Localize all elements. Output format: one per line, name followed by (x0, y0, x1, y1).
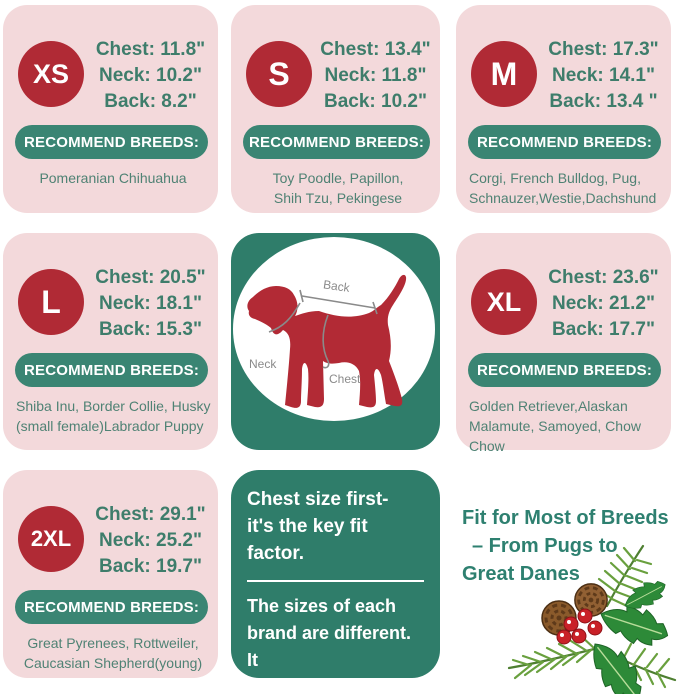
size-badge-l: L (18, 269, 84, 335)
back-measurement: Back: 10.2" (323, 91, 427, 112)
recommend-breeds-pill: RECOMMEND BREEDS: (15, 590, 208, 624)
back-measure-line (301, 295, 376, 309)
size-badge-xl: XL (471, 269, 537, 335)
breeds-list: Corgi, French Bulldog, Pug, Schnauzer,We… (469, 170, 657, 206)
measurements: Chest: 17.3" Neck: 14.1" Back: 13.4 " (540, 37, 667, 115)
size-label: L (41, 283, 61, 320)
dog-diagram-graphic: Back Neck Chest (233, 237, 435, 421)
size-badge-m: M (471, 41, 537, 107)
size-badge-xs: XS (18, 41, 84, 107)
recommend-breeds-pill: RECOMMEND BREEDS: (468, 125, 661, 159)
holly-leaves (593, 580, 669, 694)
back-measurement: Back: 13.4 " (549, 91, 658, 112)
holly-berries (556, 608, 603, 645)
neck-measurement: Neck: 25.2" (98, 530, 202, 551)
size-label: XS (32, 58, 70, 89)
chest-measurement: Chest: 23.6" (548, 267, 659, 288)
chest-measurement: Chest: 29.1" (95, 504, 206, 525)
back-measurement: Back: 17.7" (551, 319, 655, 340)
measurements: Chest: 23.6" Neck: 21.2" Back: 17.7" (540, 265, 667, 343)
neck-label: Neck (249, 357, 277, 371)
back-measure-tick-right (372, 301, 378, 315)
neck-measurement: Neck: 21.2" (551, 293, 655, 314)
neck-measurement: Neck: 11.8" (324, 65, 427, 86)
dog-measurement-diagram: Back Neck Chest (231, 233, 440, 450)
neck-measurement: Neck: 14.1" (551, 65, 655, 86)
size-label: XL (486, 286, 522, 317)
breeds-list: Shiba Inu, Border Collie, Husky (small f… (16, 398, 211, 434)
recommend-breeds-pill: RECOMMEND BREEDS: (243, 125, 430, 159)
neck-measurement: Neck: 10.2" (98, 65, 202, 86)
chest-measurement: Chest: 20.5" (95, 267, 206, 288)
back-measure-tick-left (299, 289, 304, 303)
breeds-list: Toy Poodle, Papillon, Shih Tzu, Pekinges… (272, 170, 404, 206)
recommend-breeds-pill: RECOMMEND BREEDS: (15, 353, 208, 387)
divider (247, 580, 424, 582)
back-measurement: Back: 8.2" (104, 91, 197, 112)
breeds-list: Golden Retriever,Alaskan Malamute, Samoy… (469, 398, 641, 454)
neck-measurement: Neck: 18.1" (98, 293, 202, 314)
breeds-list: Great Pyrenees, Rottweiler, Caucasian Sh… (23, 635, 203, 671)
measurements: Chest: 20.5" Neck: 18.1" Back: 15.3" (87, 265, 214, 343)
chest-measurement: Chest: 17.3" (548, 39, 659, 60)
size-badge-2xl: 2XL (18, 506, 84, 572)
dog-silhouette (247, 274, 407, 408)
size-label: M (490, 55, 518, 92)
size-card-m: M Chest: 17.3" Neck: 14.1" Back: 13.4 " … (456, 5, 671, 213)
back-measurement: Back: 19.7" (98, 556, 202, 577)
chest-measure-arc (322, 314, 330, 369)
measurements: Chest: 13.4" Neck: 11.8" Back: 10.2" (315, 37, 436, 115)
fit-tip-heading: Chest size first- it's the key fit facto… (247, 489, 389, 564)
size-card-xl: XL Chest: 23.6" Neck: 21.2" Back: 17.7" … (456, 233, 671, 454)
fit-tip-body: The sizes of each brand are different. I… (247, 596, 424, 694)
measurement-annotations (268, 289, 378, 369)
fit-tip-card: Chest size first- it's the key fit facto… (231, 470, 440, 694)
chest-measurement: Chest: 13.4" (320, 39, 431, 60)
chest-measurement: Chest: 11.8" (95, 39, 206, 60)
recommend-breeds-pill: RECOMMEND BREEDS: (15, 125, 208, 159)
chest-label: Chest (329, 372, 361, 386)
measurements: Chest: 11.8" Neck: 10.2" Back: 8.2" (87, 37, 214, 115)
measurements: Chest: 29.1" Neck: 25.2" Back: 19.7" (87, 502, 214, 580)
size-card-l: L Chest: 20.5" Neck: 18.1" Back: 15.3" R… (3, 233, 218, 450)
back-label: Back (322, 277, 351, 295)
breeds-list: Pomeranian Chihuahua (39, 170, 187, 186)
size-card-2xl: 2XL Chest: 29.1" Neck: 25.2" Back: 19.7"… (3, 470, 218, 678)
footer-cell: Fit for Most of Breeds – From Pugs to Gr… (456, 470, 679, 694)
neck-measure-arc (268, 302, 301, 333)
size-badge-s: S (246, 41, 312, 107)
recommend-breeds-pill: RECOMMEND BREEDS: (468, 353, 661, 387)
christmas-holly-pinecone-icon (507, 544, 677, 694)
size-card-xs: XS Chest: 11.8" Neck: 10.2" Back: 8.2" R… (3, 5, 218, 213)
fit-for-breeds-text: Fit for Most of Breeds – From Pugs to Gr… (462, 507, 669, 585)
size-label: 2XL (30, 526, 72, 551)
back-measurement: Back: 15.3" (98, 319, 202, 340)
pine-branches (507, 544, 677, 689)
size-card-s: S Chest: 13.4" Neck: 11.8" Back: 10.2" R… (231, 5, 440, 213)
size-label: S (268, 55, 290, 92)
